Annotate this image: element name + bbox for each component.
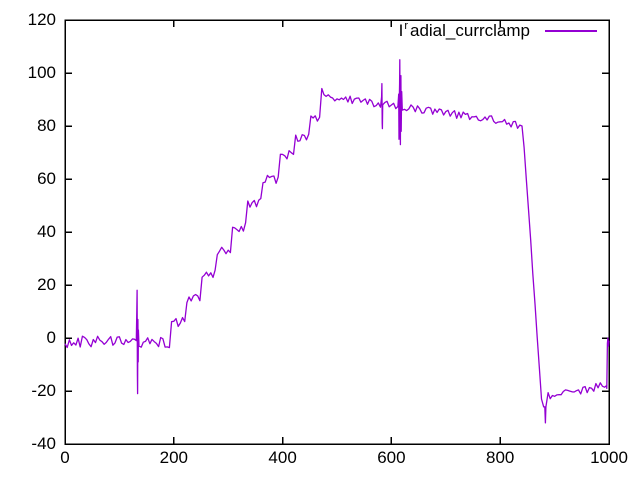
x-tick-label: 800 [486, 448, 515, 467]
legend-label: Ir adial_currclamp [399, 21, 530, 41]
y-tick-label: -20 [31, 381, 56, 400]
x-tick-label: 400 [268, 448, 297, 467]
series-line [64, 59, 610, 424]
y-tick-label: 60 [37, 169, 56, 188]
x-tick-label: 600 [377, 448, 406, 467]
y-tick-label: 100 [27, 63, 56, 82]
plot-border [64, 19, 610, 445]
y-tick-label: 80 [37, 116, 56, 135]
x-tick-label: 0 [60, 448, 70, 467]
y-tick-label: -40 [31, 434, 56, 453]
legend-label-rest: adial_currclamp [410, 21, 530, 40]
x-tick-label: 200 [159, 448, 188, 467]
legend-line-sample [545, 30, 597, 32]
x-tick-label: 1000 [590, 448, 628, 467]
y-tick-label: 0 [46, 328, 56, 347]
y-tick-label: 20 [37, 275, 56, 294]
legend: Ir adial_currclamp [399, 21, 597, 41]
legend-label-prefix: I [398, 21, 404, 40]
y-tick-label: 40 [37, 222, 56, 241]
y-tick-label: 120 [27, 10, 56, 29]
legend-label-superscript: r [404, 20, 408, 33]
